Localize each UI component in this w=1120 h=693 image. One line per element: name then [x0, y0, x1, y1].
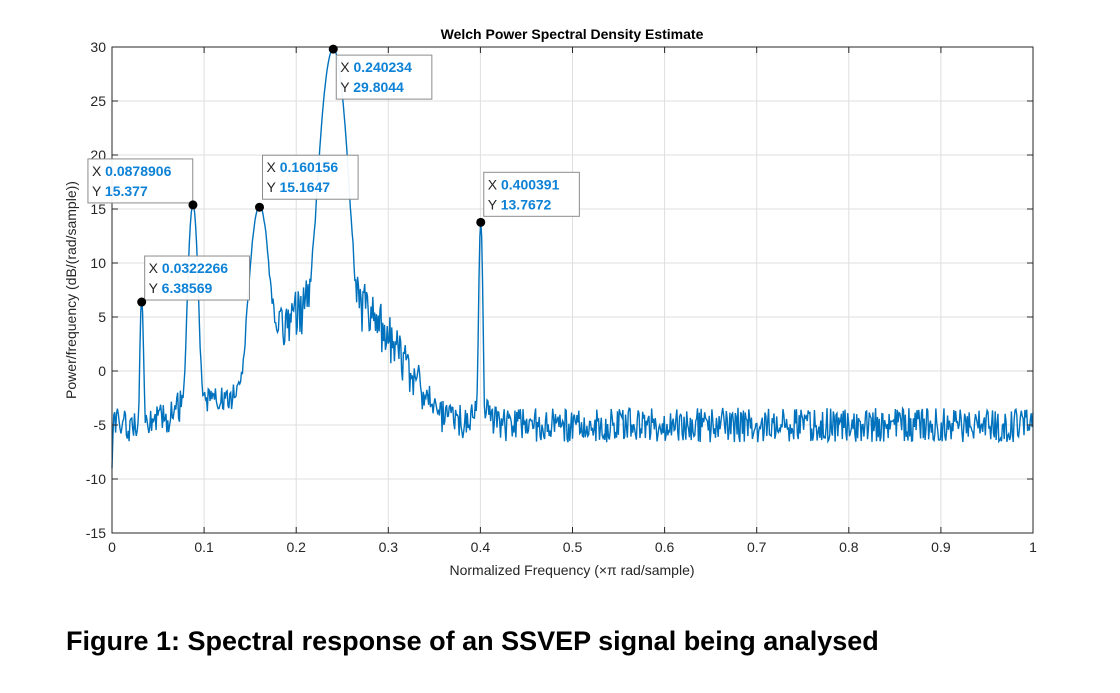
datatip-x-row: X 0.0878906	[92, 163, 172, 179]
y-axis-label: Power/frequency (dB/(rad/sample))	[63, 181, 79, 399]
datatip-y-value: 15.377	[105, 183, 148, 199]
x-axis-label: Normalized Frequency (×π rad/sample)	[449, 562, 694, 578]
datatip-y-value: 13.7672	[501, 196, 552, 212]
datatip-marker[interactable]	[255, 202, 265, 212]
x-tick-label: 0.3	[379, 539, 399, 555]
datatip-x-row: X 0.240234	[340, 59, 412, 75]
psd-chart: Welch Power Spectral Density Estimate 0 0…	[63, 26, 1037, 578]
datatip-y-value: 29.8044	[353, 79, 404, 95]
datatip-box	[483, 171, 580, 217]
datatip-x-value: 0.400391	[501, 176, 560, 192]
datatip-marker[interactable]	[476, 217, 486, 227]
psd-series-line	[111, 48, 1034, 469]
datatip-y-label: Y	[149, 280, 162, 296]
datatip-marker[interactable]	[328, 44, 338, 54]
psd-line-group	[111, 48, 1034, 469]
y-tick-label: 15	[90, 201, 106, 217]
x-tick-label: 0.2	[286, 539, 306, 555]
y-tick-label: -15	[86, 525, 106, 541]
datatip-y-row: Y 29.8044	[340, 79, 404, 95]
datatip-x-value: 0.240234	[353, 59, 412, 75]
x-tick-label: 0.1	[194, 539, 214, 555]
datatip-box	[335, 54, 433, 100]
datatip-x-row: X 0.400391	[488, 176, 560, 192]
datatip-x-row: X 0.0322266	[149, 260, 229, 276]
datatip-box	[262, 154, 359, 200]
datatip-y-label: Y	[488, 196, 501, 212]
datatip-y-row: Y 6.38569	[149, 280, 213, 296]
datatip-y-label: Y	[92, 183, 105, 199]
x-tick-label: 0.4	[471, 539, 491, 555]
figure-caption: Figure 1: Spectral response of an SSVEP …	[66, 626, 879, 656]
datatip-y-label: Y	[340, 79, 353, 95]
x-tick-label: 0.6	[655, 539, 675, 555]
datatip-y-value: 6.38569	[162, 280, 213, 296]
datatip-x-value: 0.160156	[280, 159, 339, 175]
y-tick-label: -10	[86, 471, 106, 487]
x-tick-label: 0.7	[747, 539, 767, 555]
datatip-x-label: X	[267, 159, 280, 175]
datatip-x-label: X	[340, 59, 353, 75]
x-tick-label: 0.8	[839, 539, 859, 555]
datatip-x-value: 0.0878906	[105, 163, 171, 179]
datatip-x-label: X	[149, 260, 162, 276]
datatip-marker[interactable]	[188, 200, 198, 210]
datatip-x-value: 0.0322266	[162, 260, 228, 276]
datatip-box	[144, 255, 250, 301]
grid-lines	[112, 47, 1033, 533]
y-tick-label: -5	[94, 417, 107, 433]
chart-title: Welch Power Spectral Density Estimate	[441, 26, 704, 42]
y-tick-label: 10	[90, 255, 106, 271]
y-tick-label: 0	[98, 363, 106, 379]
datatip-x-row: X 0.160156	[267, 159, 339, 175]
datatip-y-label: Y	[267, 179, 280, 195]
datatip-x-label: X	[488, 176, 501, 192]
y-tick-label: 5	[98, 309, 106, 325]
datatip-y-row: Y 15.1647	[267, 179, 331, 195]
y-tick-label: 30	[90, 39, 106, 55]
y-tick-label: 25	[90, 93, 106, 109]
x-tick-label: 0.5	[563, 539, 583, 555]
x-tick-label: 1	[1029, 539, 1037, 555]
datatip-y-row: Y 15.377	[92, 183, 148, 199]
x-tick-label: 0.9	[931, 539, 951, 555]
x-tick-label: 0	[108, 539, 116, 555]
datatip-x-label: X	[92, 163, 105, 179]
datatip-y-value: 15.1647	[279, 179, 330, 195]
datatip-box	[87, 158, 194, 204]
datatip-marker[interactable]	[137, 297, 147, 307]
datatip-y-row: Y 13.7672	[488, 196, 552, 212]
